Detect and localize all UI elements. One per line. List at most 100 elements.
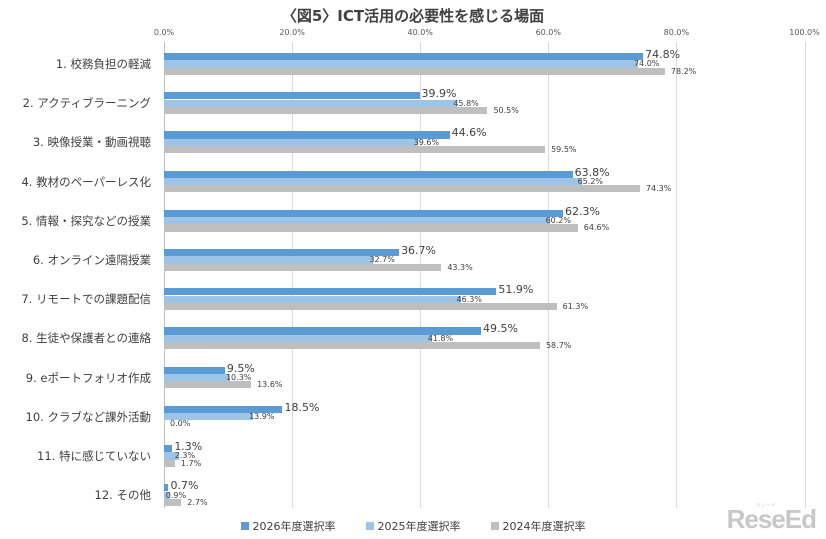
data-label: 65.2% <box>577 176 604 186</box>
data-label: 78.2% <box>670 66 697 76</box>
category-label: 2. アクティブラーニング <box>22 96 151 111</box>
legend-swatch-icon <box>365 522 374 530</box>
bar <box>164 327 482 335</box>
data-label: 58.7% <box>545 341 572 350</box>
y-axis-line <box>164 42 165 508</box>
data-label: 49.5% <box>483 322 518 336</box>
data-label: 18.5% <box>284 400 320 414</box>
bar <box>164 106 488 115</box>
data-label: 74.0% <box>633 59 660 69</box>
data-label: 74.8% <box>645 48 681 61</box>
watermark-ruby: リシード <box>755 503 776 509</box>
bar <box>164 302 557 311</box>
bar <box>164 146 546 154</box>
data-label: 60.2% <box>545 216 571 226</box>
bar <box>164 366 225 374</box>
gridline <box>292 42 294 508</box>
data-label: 51.9% <box>498 283 534 297</box>
data-label: 36.7% <box>401 244 437 257</box>
bar <box>164 295 461 303</box>
bar <box>164 60 638 68</box>
category-label: 12. その他 <box>94 488 151 503</box>
category-label: 7. リモートでの課題配信 <box>21 292 151 307</box>
gridline <box>804 42 806 508</box>
data-label: 61.3% <box>562 301 589 311</box>
legend-label: 2025年度選択率 <box>377 520 461 533</box>
bar <box>164 209 564 218</box>
bar <box>164 263 442 271</box>
data-label: 64.6% <box>583 223 610 233</box>
category-label: 4. 教材のペーパーレス化 <box>21 174 151 189</box>
bar <box>164 288 497 296</box>
data-label: 39.9% <box>421 87 457 101</box>
bar <box>164 256 374 264</box>
legend-item: 2024年度選択率 <box>490 518 586 534</box>
category-label: 9. eポートフォリオ作成 <box>25 370 151 385</box>
data-label: 39.6% <box>413 137 440 147</box>
data-label: 0.9% <box>165 490 187 500</box>
bar <box>164 177 582 186</box>
bar <box>164 67 665 75</box>
bar <box>164 217 550 225</box>
category-label: 11. 特に感じていない <box>37 449 151 463</box>
bar <box>164 405 283 414</box>
data-label: 1.7% <box>180 458 202 468</box>
gridline <box>548 42 550 508</box>
data-label: 62.3% <box>565 204 600 218</box>
legend-item: 2026年度選択率 <box>240 518 336 534</box>
data-label: 32.7% <box>369 255 395 265</box>
legend-item: 2025年度選択率 <box>365 518 461 534</box>
legend-swatch-icon <box>240 522 249 530</box>
bar <box>164 381 252 389</box>
bar <box>164 484 169 492</box>
data-label: 44.6% <box>451 126 487 140</box>
data-label: 43.3% <box>447 262 473 272</box>
data-label: 46.3% <box>456 294 482 304</box>
data-label: 63.8% <box>574 165 610 179</box>
bar <box>164 131 450 139</box>
category-label: 8. 生徒や保護者との連絡 <box>21 331 151 346</box>
data-label: 9.5% <box>226 361 255 375</box>
bar <box>164 224 578 232</box>
category-label: 3. 映像授業・動画視聴 <box>32 135 151 150</box>
bar <box>164 452 179 460</box>
data-label: 1.3% <box>174 440 203 453</box>
bar <box>164 491 170 499</box>
category-label: 6. オンライン遠隔授業 <box>32 253 151 267</box>
chart-title: 〈図5〉ICT活用の必要性を感じる場面 <box>281 7 545 25</box>
gridline <box>420 42 422 508</box>
bar <box>164 459 175 467</box>
data-label: 50.5% <box>493 105 519 115</box>
bar <box>164 138 418 146</box>
bar <box>164 373 230 382</box>
data-label: 59.5% <box>551 145 577 154</box>
data-label: 2.7% <box>187 497 208 507</box>
legend-label: 2026年度選択率 <box>252 520 336 533</box>
data-label: 2.3% <box>174 451 196 461</box>
x-tick-label: 40.0% <box>407 28 433 37</box>
data-label: 45.8% <box>453 98 479 108</box>
bar <box>164 170 573 178</box>
x-tick-label: 80.0% <box>663 28 690 37</box>
legend: 2026年度選択率 2025年度選択率 2024年度選択率 <box>0 518 826 534</box>
category-label: 10. クラブなど課外活動 <box>25 409 151 424</box>
legend-swatch-icon <box>490 522 499 530</box>
bar <box>164 185 640 193</box>
bar <box>164 99 458 107</box>
bar <box>164 92 420 100</box>
bar <box>164 498 182 507</box>
data-label: 0.0% <box>170 419 191 429</box>
category-label: 1. 校務負担の軽減 <box>55 57 151 71</box>
category-label: 5. 情報・探究などの授業 <box>21 213 151 228</box>
data-label: 0.7% <box>170 479 199 493</box>
x-tick-label: 100.0% <box>789 28 820 37</box>
bar <box>164 334 432 342</box>
data-label: 13.6% <box>257 380 283 390</box>
data-label: 10.3% <box>225 372 252 382</box>
data-label: 13.9% <box>249 412 275 422</box>
data-label: 74.3% <box>645 184 672 194</box>
data-label: 41.8% <box>427 333 454 343</box>
bar <box>164 249 400 257</box>
bar <box>164 53 644 61</box>
bar <box>164 342 540 350</box>
